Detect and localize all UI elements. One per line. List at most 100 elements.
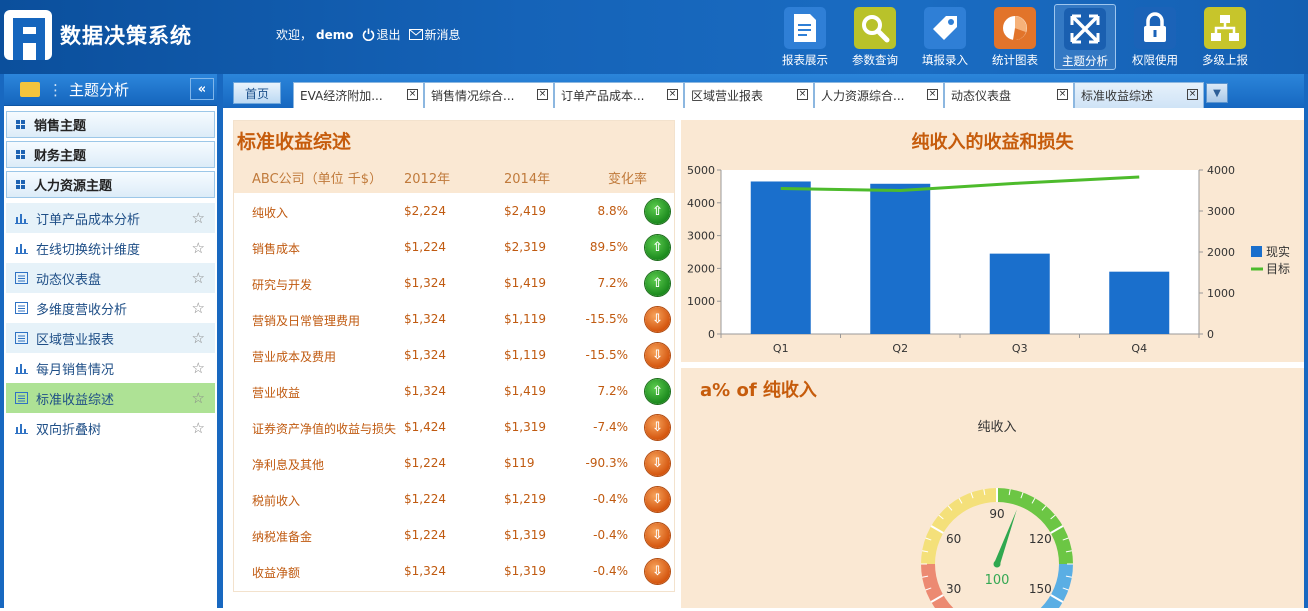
sidebar-item-online-dimension[interactable]: 在线切换统计维度 ☆ — [6, 233, 215, 263]
sidebar-item-multi-revenue[interactable]: 多维度营收分析 ☆ — [6, 293, 215, 323]
tab-regional-report[interactable]: 区域营业报表 × — [684, 82, 814, 108]
col-header-rate: 变化率 — [608, 172, 648, 187]
theme-label: 销售主题 — [34, 119, 87, 134]
row-2014: $2,319 — [504, 240, 546, 254]
y-tick-label-right: 1000 — [1207, 287, 1235, 300]
logout-label: 退出 — [376, 28, 401, 42]
list-icon — [15, 272, 28, 284]
close-icon[interactable]: × — [1187, 89, 1198, 100]
envelope-icon — [408, 29, 423, 40]
frame-border-left — [0, 74, 4, 608]
nav-data-entry[interactable]: 填报录入 — [914, 4, 976, 70]
tab-label: 标准收益综述 — [1081, 89, 1154, 103]
theme-hr[interactable]: 人力资源主题 — [6, 171, 215, 198]
tab-standard-income[interactable]: 标准收益综述 × — [1074, 82, 1204, 108]
income-chart-panel: 纯收入的收益和损失 0 1000 2000 3000 4000 5000 0 1000 2000… — [681, 120, 1304, 362]
arrow-up-icon: ⇧ — [645, 379, 670, 404]
tab-hr-overview[interactable]: 人力资源综合... × — [814, 82, 944, 108]
row-2014: $1,119 — [504, 348, 546, 362]
star-icon[interactable]: ☆ — [191, 329, 205, 347]
close-icon[interactable]: × — [667, 89, 678, 100]
logout-link[interactable]: 退出 — [362, 26, 401, 43]
nav-label: 主题分析 — [1062, 54, 1108, 68]
nav-permissions[interactable]: 权限使用 — [1124, 4, 1186, 70]
theme-finance[interactable]: 财务主题 — [6, 141, 215, 168]
nav-param-query[interactable]: 参数查询 — [844, 4, 906, 70]
row-rate: -15.5% — [585, 312, 628, 326]
star-icon[interactable]: ☆ — [191, 209, 205, 227]
close-icon[interactable]: × — [797, 89, 808, 100]
row-name: 研究与开发 — [252, 278, 313, 292]
gauge-tick — [1062, 537, 1069, 541]
row-rate: -0.4% — [593, 564, 628, 578]
star-icon[interactable]: ☆ — [191, 389, 205, 407]
tab-label: 销售情况综合... — [431, 89, 515, 103]
table-row: 纯收入 $2,224 $2,419 8.8% ⇧ — [234, 193, 676, 229]
tab-home[interactable]: 首页 — [233, 82, 281, 104]
arrow-down-icon: ⇩ — [645, 559, 670, 584]
row-name: 纯收入 — [252, 206, 289, 220]
gauge-tick — [1050, 594, 1064, 603]
sidebar-title: 主题分析 — [69, 81, 130, 99]
sidebar-item-label: 双向折叠树 — [36, 422, 102, 438]
nav-stat-chart[interactable]: 统计图表 — [984, 4, 1046, 70]
close-icon[interactable]: × — [927, 89, 938, 100]
grid-icon — [16, 120, 25, 129]
nav-multi-report[interactable]: 多级上报 — [1194, 4, 1256, 70]
row-2012: $2,224 — [404, 204, 446, 218]
tab-label: 订单产品成本... — [561, 89, 645, 103]
nav-label: 统计图表 — [992, 53, 1038, 67]
tab-label: 人力资源综合... — [821, 89, 905, 103]
gauge-tick — [1031, 497, 1036, 504]
nav-report-display[interactable]: 报表展示 — [774, 4, 836, 70]
gauge-tick — [947, 505, 953, 511]
table-row: 证券资产净值的收益与损失 $1,424 $1,319 -7.4% ⇩ — [234, 409, 676, 445]
arrow-up-icon: ⇧ — [645, 271, 670, 296]
tab-sales-overview[interactable]: 销售情况综合... × — [424, 82, 554, 108]
gauge-tick — [1050, 525, 1064, 534]
row-name: 营销及日常管理费用 — [252, 314, 361, 328]
y-tick-label-left: 4000 — [687, 197, 715, 210]
gauge-tick — [983, 489, 986, 496]
tab-order-cost[interactable]: 订单产品成本... × — [554, 82, 684, 108]
messages-link[interactable]: 新消息 — [408, 26, 461, 43]
tab-bar: 首页 EVA经济附加... × 销售情况综合... × 订单产品成本... × 区域营… — [223, 74, 1304, 108]
tab-label: 动态仪表盘 — [951, 89, 1012, 103]
nav-theme-analysis[interactable]: 主题分析 — [1054, 4, 1116, 70]
star-icon[interactable]: ☆ — [191, 299, 205, 317]
arrow-down-icon: ⇩ — [645, 487, 670, 512]
star-icon[interactable]: ☆ — [191, 419, 205, 437]
tab-label: 区域营业报表 — [691, 89, 764, 103]
gauge-label: 纯收入 — [977, 420, 1016, 435]
sidebar-item-fold-tree[interactable]: 双向折叠树 ☆ — [6, 413, 215, 443]
theme-sales[interactable]: 销售主题 — [6, 111, 215, 138]
row-name: 净利息及其他 — [252, 458, 325, 472]
tab-dynamic-dashboard[interactable]: 动态仪表盘 × — [944, 82, 1074, 108]
sidebar-item-monthly-sales[interactable]: 每月销售情况 ☆ — [6, 353, 215, 383]
close-icon[interactable]: × — [1057, 89, 1068, 100]
star-icon[interactable]: ☆ — [191, 269, 205, 287]
row-name: 销售成本 — [252, 242, 301, 256]
tab-label: EVA经济附加... — [300, 89, 383, 103]
gauge-title: a% of 纯收入 — [700, 380, 817, 401]
lock-icon — [1134, 7, 1176, 49]
close-icon[interactable]: × — [407, 89, 418, 100]
row-rate: -7.4% — [593, 420, 628, 434]
splitter[interactable] — [217, 74, 223, 608]
star-icon[interactable]: ☆ — [191, 239, 205, 257]
close-icon[interactable]: × — [537, 89, 548, 100]
row-rate: -15.5% — [585, 348, 628, 362]
sidebar-item-order-cost[interactable]: 订单产品成本分析 ☆ — [6, 203, 215, 233]
star-icon[interactable]: ☆ — [191, 359, 205, 377]
tab-overflow-button[interactable]: ▼ — [1206, 83, 1228, 103]
collapse-sidebar-button[interactable]: « — [190, 78, 214, 100]
row-name: 营业成本及费用 — [252, 350, 337, 364]
sidebar-item-standard-income[interactable]: 标准收益综述 ☆ — [6, 383, 215, 413]
sidebar-item-regional-report[interactable]: 区域营业报表 ☆ — [6, 323, 215, 353]
row-2014: $1,319 — [504, 564, 546, 578]
table-row: 收益净额 $1,324 $1,319 -0.4% ⇩ — [234, 553, 676, 589]
bar — [750, 181, 811, 334]
sidebar-item-dynamic-dashboard[interactable]: 动态仪表盘 ☆ — [6, 263, 215, 293]
chart-icon — [15, 214, 28, 224]
tab-eva[interactable]: EVA经济附加... × — [293, 82, 424, 108]
